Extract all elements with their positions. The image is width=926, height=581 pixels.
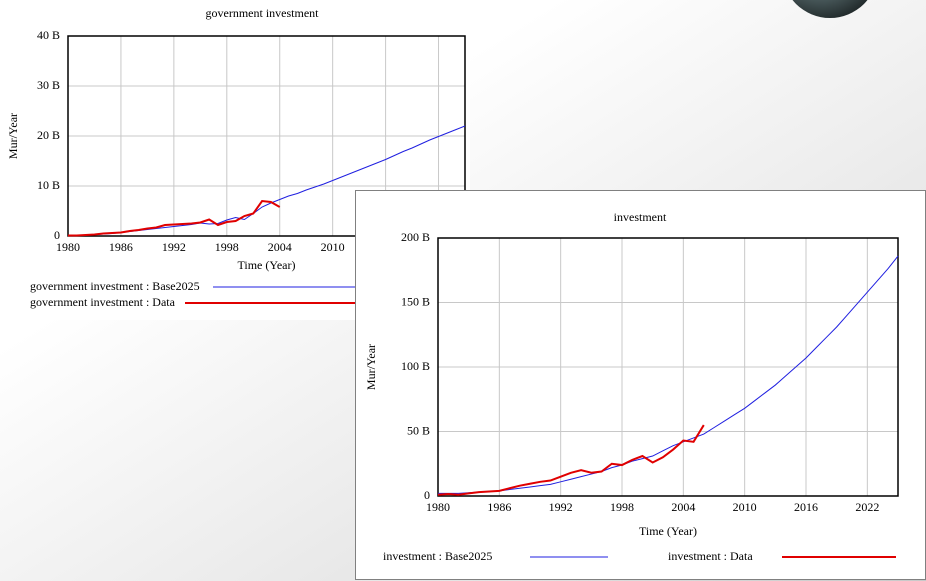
x-tick-label: 1986 <box>487 500 511 514</box>
y-axis-label: Mur/Year <box>364 344 378 390</box>
x-tick-label: 1998 <box>610 500 634 514</box>
chart-title: investment <box>614 210 667 224</box>
legend-label: investment : Data <box>668 549 753 563</box>
page: government investment 1980 1986 1992 1998 200… <box>0 0 926 581</box>
x-tick-label: 2022 <box>855 500 879 514</box>
x-tick-label: 1980 <box>426 500 450 514</box>
y-tick-label: 150 B <box>401 294 430 308</box>
chart-title: government investment <box>206 6 320 20</box>
x-tick-label: 1980 <box>56 240 80 254</box>
legend-label: government investment : Base2025 <box>30 279 200 293</box>
x-tick-label: 1992 <box>162 240 186 254</box>
y-tick-label: 100 B <box>401 359 430 373</box>
legend-label: investment : Base2025 <box>383 549 492 563</box>
y-tick-label: 10 B <box>37 178 60 192</box>
x-tick-label: 1986 <box>109 240 133 254</box>
x-tick-label: 2010 <box>321 240 345 254</box>
chart-window <box>356 191 926 580</box>
y-axis-label: Mur/Year <box>6 113 20 159</box>
y-tick-label: 0 <box>54 228 60 242</box>
y-tick-label: 50 B <box>407 423 430 437</box>
y-tick-label: 20 B <box>37 128 60 142</box>
y-tick-label: 30 B <box>37 78 60 92</box>
x-tick-label: 2016 <box>794 500 818 514</box>
x-axis-label: Time (Year) <box>639 524 697 538</box>
y-tick-label: 0 <box>424 488 430 502</box>
x-tick-label: 1998 <box>215 240 239 254</box>
x-tick-label: 2004 <box>268 240 292 254</box>
legend-label: government investment : Data <box>30 295 176 309</box>
screen: government investment 1980 1986 1992 1998 200… <box>0 0 926 581</box>
y-tick-label: 200 B <box>401 230 430 244</box>
x-tick-label: 1992 <box>549 500 573 514</box>
x-tick-label: 2010 <box>733 500 757 514</box>
x-axis-label: Time (Year) <box>237 258 295 272</box>
y-tick-label: 40 B <box>37 28 60 42</box>
x-tick-label: 2004 <box>671 500 695 514</box>
